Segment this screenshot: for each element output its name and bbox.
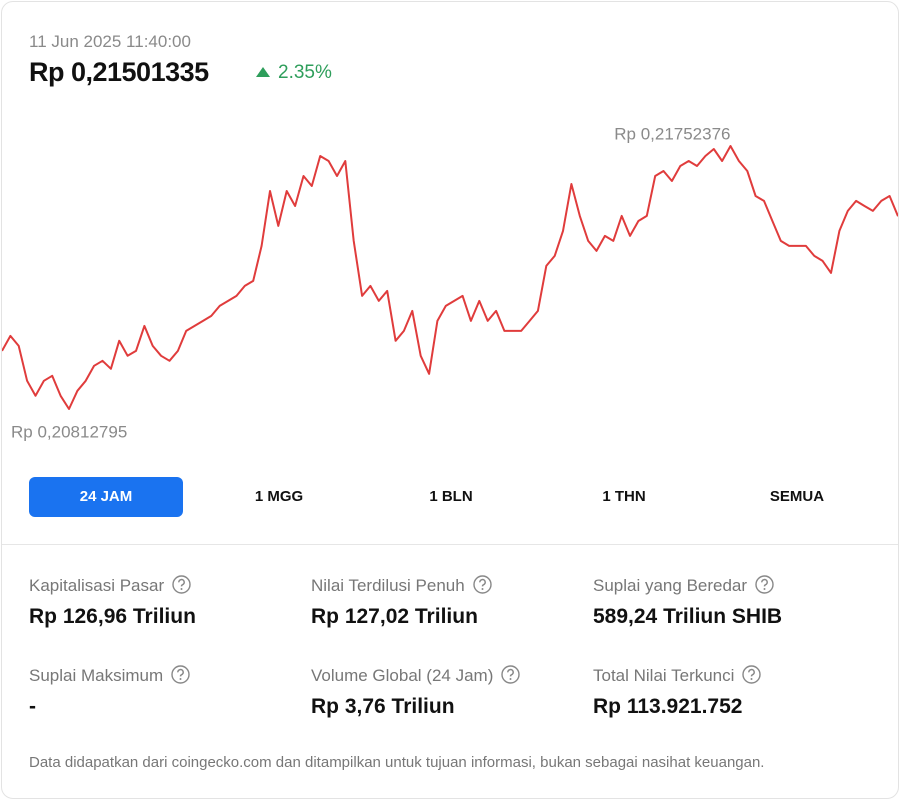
stat-value: 589,24 Triliun SHIB — [593, 605, 783, 628]
chart: Rp 0,21752376 Rp 0,20812795 — [2, 124, 898, 441]
stat-label-text: Volume Global (24 Jam) — [311, 666, 494, 685]
time-tab[interactable]: 1 THN — [602, 488, 646, 505]
up-arrow — [256, 67, 270, 77]
stat-label-text: Kapitalisasi Pasar — [29, 576, 165, 595]
stat-value: Rp 127,02 Triliun — [311, 605, 478, 628]
price: Rp 0,21501335 — [29, 57, 209, 87]
stat-label: Volume Global (24 Jam) — [311, 665, 521, 686]
help-icon[interactable] — [171, 665, 190, 684]
stat-label-text: Total Nilai Terkunci — [593, 666, 735, 685]
help-icon[interactable] — [172, 575, 191, 594]
help-icon[interactable] — [742, 665, 762, 684]
stat-value: Rp 3,76 Triliun — [311, 695, 455, 718]
stat-value: Rp 113.921.752 — [593, 695, 743, 718]
help-icon[interactable] — [473, 575, 492, 594]
help-icon[interactable] — [755, 575, 774, 594]
stat-label: Total Nilai Terkunci — [593, 665, 762, 686]
time-tab[interactable]: 1 BLN — [429, 488, 473, 505]
stat-label: Suplai Maksimum — [29, 665, 190, 686]
price-line — [2, 145, 898, 410]
stat-label: Nilai Terdilusi Penuh — [311, 575, 492, 596]
stat-value: - — [29, 695, 36, 718]
stat-value: Rp 126,96 Triliun — [29, 605, 196, 628]
stat-label: Kapitalisasi Pasar — [29, 575, 191, 596]
price-change: 2.35% — [256, 62, 332, 84]
help-icon[interactable] — [501, 665, 521, 684]
min-label: Rp 0,20812795 — [11, 422, 127, 441]
stat-label: Suplai yang Beredar — [593, 575, 774, 596]
stat-label-text: Suplai yang Beredar — [593, 576, 748, 595]
time-tab[interactable]: 24 JAM — [29, 477, 183, 517]
time-tab[interactable]: 1 MGG — [254, 488, 304, 505]
time-tab[interactable]: SEMUA — [769, 488, 825, 505]
max-label: Rp 0,21752376 — [614, 124, 730, 143]
date: 11 Jun 2025 11:40:00 — [29, 32, 191, 51]
stat-label-text: Nilai Terdilusi Penuh — [311, 576, 465, 595]
footer: Data didapatkan dari coingecko.com dan d… — [29, 754, 765, 771]
change-value: 2.35% — [278, 62, 332, 83]
divider — [2, 544, 898, 545]
stat-label-text: Suplai Maksimum — [29, 666, 164, 685]
